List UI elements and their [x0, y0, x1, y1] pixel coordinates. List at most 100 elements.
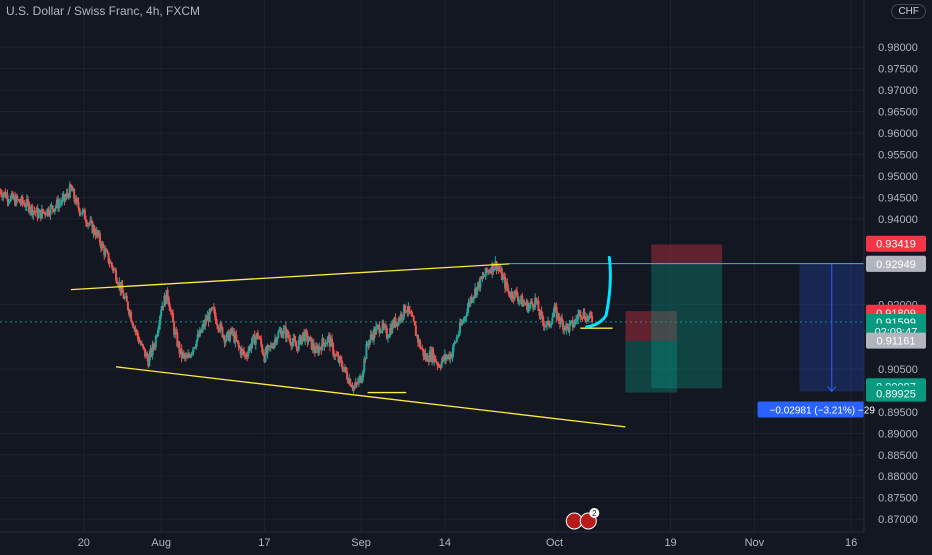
- candle-body: [486, 271, 489, 273]
- candle-body: [478, 281, 481, 289]
- brush-arrow[interactable]: [585, 255, 612, 329]
- candle-body: [97, 233, 100, 236]
- candle-body: [274, 338, 277, 343]
- drawings-front[interactable]: −0.02981 (−3.21%) −29: [70, 255, 875, 428]
- candle-body: [313, 350, 316, 353]
- y-tick-label: 0.90500: [878, 364, 918, 376]
- candle-body: [450, 354, 453, 359]
- candle-body: [544, 325, 547, 327]
- candle-body: [231, 328, 234, 333]
- candle-body: [442, 356, 445, 361]
- candle-body: [9, 196, 12, 202]
- candle-body: [305, 331, 308, 333]
- candle-body: [463, 317, 466, 322]
- candle-body: [23, 203, 26, 207]
- candle-body: [343, 367, 346, 370]
- candle-body: [475, 288, 478, 295]
- candle-body: [174, 331, 177, 335]
- candle-body: [93, 226, 96, 234]
- candle-body: [12, 196, 15, 199]
- currency-button[interactable]: CHF: [891, 4, 926, 19]
- y-tick-label: 0.87500: [878, 493, 918, 505]
- long-position-target-zone[interactable]: [625, 341, 678, 393]
- candle-body: [583, 311, 586, 319]
- candle-body: [17, 199, 20, 201]
- candle-body: [510, 291, 513, 298]
- candle-body: [374, 328, 377, 335]
- candle-body: [34, 211, 37, 213]
- candle-body: [577, 314, 580, 320]
- candle-body: [586, 316, 589, 320]
- candle-body: [332, 343, 335, 355]
- candle-body: [320, 347, 323, 351]
- candle-body: [28, 202, 31, 213]
- candle-body: [527, 307, 530, 312]
- candle-body: [409, 311, 412, 313]
- candle-body: [82, 209, 85, 211]
- candle-body: [437, 365, 440, 367]
- candle-body: [591, 316, 594, 322]
- upper-trendline[interactable]: [70, 263, 510, 291]
- candle-body: [453, 342, 456, 345]
- candle-body: [550, 323, 553, 326]
- candle-body: [521, 295, 524, 307]
- events-icons[interactable]: 2: [565, 508, 600, 530]
- price-axis[interactable]: 0.98000 0.97500 0.97000 0.96500 0.96000 0.955…: [878, 42, 918, 526]
- price-label-bg: [866, 255, 926, 272]
- short-position-target-zone[interactable]: [651, 263, 723, 389]
- candle-body: [528, 304, 531, 308]
- candle-body: [153, 347, 156, 349]
- short-position-stop-zone[interactable]: [651, 244, 723, 264]
- candle-body: [547, 320, 550, 322]
- lower-trendline[interactable]: [115, 366, 626, 428]
- candle-body: [418, 340, 421, 343]
- candle-body: [576, 319, 579, 321]
- time-axis[interactable]: 20 Aug 17 Sep 14 Oct 19 Nov 16: [78, 537, 858, 549]
- candle-body: [312, 343, 315, 351]
- candle-body: [537, 300, 540, 311]
- candle-body: [106, 250, 109, 253]
- candle-body: [127, 309, 130, 315]
- candle-body: [584, 318, 587, 323]
- candle-body: [195, 339, 198, 347]
- candle-body: [562, 321, 565, 330]
- candle-body: [246, 356, 249, 358]
- candle-body: [264, 349, 267, 362]
- candle-body: [523, 302, 526, 304]
- candle-body: [490, 270, 493, 274]
- candle-body: [284, 327, 287, 338]
- candle-body: [425, 355, 428, 360]
- candle-body: [3, 191, 6, 195]
- candle-body: [11, 192, 14, 199]
- candle-body: [415, 335, 418, 337]
- candle-body: [380, 330, 383, 332]
- candle-body: [308, 336, 311, 341]
- x-tick-label: Oct: [546, 537, 563, 549]
- candle-body: [261, 344, 264, 353]
- candle-body: [81, 210, 84, 214]
- candle-body: [181, 352, 184, 358]
- candle-body: [145, 353, 148, 357]
- candle-body: [553, 305, 556, 314]
- candle-body: [363, 358, 366, 371]
- candle-body: [285, 330, 288, 338]
- candle-body: [346, 372, 349, 380]
- candle-body: [515, 290, 518, 297]
- candle-body: [388, 335, 391, 338]
- candle-body: [63, 194, 66, 201]
- candle-body: [206, 315, 209, 321]
- candle-body: [151, 344, 154, 356]
- candle-body: [163, 295, 166, 307]
- candle-body: [268, 345, 271, 347]
- candle-body: [212, 307, 215, 310]
- candle-body: [582, 311, 585, 318]
- candle-body: [545, 321, 548, 326]
- candle-body: [506, 281, 509, 289]
- candle-body: [427, 361, 430, 363]
- candle-body: [341, 366, 344, 372]
- candle-body: [201, 327, 204, 333]
- long-position-stop-zone[interactable]: [625, 311, 678, 342]
- candle-body: [54, 205, 57, 209]
